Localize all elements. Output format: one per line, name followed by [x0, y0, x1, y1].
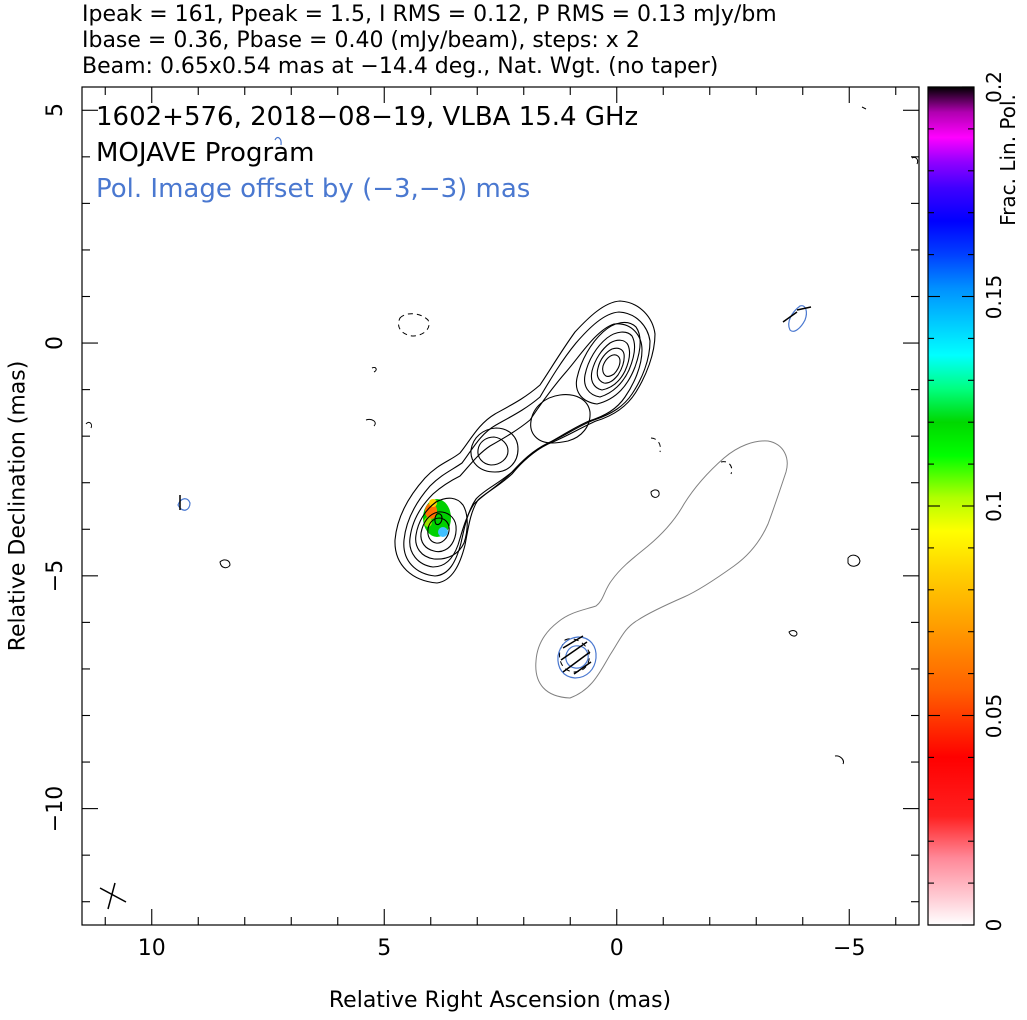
- header-line-beam: Beam: 0.65x0.54 mas at −14.4 deg., Nat. …: [82, 54, 719, 79]
- axis-ticks: [82, 87, 919, 925]
- blob-10: [861, 106, 867, 110]
- contour-knot-c: [530, 394, 591, 444]
- y-tick-label: −5: [43, 559, 68, 593]
- evpa-vector: [562, 651, 591, 673]
- blob-6: [834, 755, 844, 765]
- y-tick-label: −10: [43, 785, 68, 832]
- evpa-vector: [562, 635, 584, 649]
- header-line-peaks: Ipeak = 161, Ppeak = 1.5, I RMS = 0.12, …: [82, 2, 777, 27]
- blob-1: [371, 367, 377, 373]
- neg-contour-1: [398, 313, 430, 337]
- contour-core-1: [575, 321, 641, 405]
- beam-major-axis: [99, 887, 127, 903]
- colorbar-tick-label: 0.05: [982, 693, 1006, 738]
- contour-core-5: [602, 354, 621, 377]
- contour-level-7: [434, 513, 443, 526]
- noise-blobs: [85, 106, 919, 765]
- beam-minor-axis: [107, 882, 116, 910]
- evpa-vectors: [179, 306, 812, 675]
- colorbar-tick-label: 0.15: [982, 274, 1006, 319]
- contour-level-4: [415, 497, 468, 560]
- contour-core-4: [596, 347, 625, 384]
- pol-contour-4: [177, 498, 191, 511]
- y-tick-label: 5: [43, 103, 68, 118]
- blob-8: [85, 421, 92, 429]
- x-tick-label: −5: [833, 936, 866, 961]
- neg-contour-3: [720, 461, 733, 475]
- evpa-vector: [782, 311, 798, 323]
- frac-pol-region-yellow: [429, 499, 437, 507]
- colorbar-tick-label: 0.1: [982, 490, 1006, 522]
- header-line-base: Ibase = 0.36, Pbase = 0.40 (mJy/beam), s…: [82, 28, 640, 53]
- evpa-vector: [796, 306, 812, 311]
- contour-level-6: [427, 517, 450, 544]
- contour-knot-b: [477, 436, 509, 466]
- source-label: 1602+576, 2018−08−19, VLBA 15.4 GHz: [96, 102, 639, 132]
- y-axis-title: Relative Declination (mas): [5, 360, 31, 652]
- blob-5: [788, 630, 798, 637]
- blob-3: [650, 489, 660, 498]
- x-tick-label: 10: [137, 936, 166, 961]
- pol-offset-label: Pol. Image offset by (−3,−3) mas: [96, 174, 531, 204]
- program-label: MOJAVE Program: [96, 138, 315, 168]
- frac-pol-region-orange: [425, 503, 437, 519]
- y-tick-label: 0: [43, 336, 68, 351]
- neg-contour-2: [650, 437, 661, 453]
- pol-contour-5: [274, 136, 282, 146]
- pol-outer-contour: [535, 440, 788, 699]
- contour-core-3: [590, 339, 630, 391]
- contour-level-5: [420, 511, 457, 553]
- contour-level-2: [403, 311, 651, 577]
- pol-total-contour: [535, 440, 788, 699]
- blob-7: [219, 559, 231, 569]
- pol-contour-1: [557, 636, 597, 679]
- evpa-vector: [573, 661, 592, 675]
- blob-2: [365, 419, 376, 427]
- x-tick-label: 0: [609, 936, 624, 961]
- beam-marker: [99, 882, 127, 910]
- evpa-vector: [560, 641, 588, 661]
- x-tick-label: 5: [377, 936, 392, 961]
- blob-4: [847, 554, 861, 567]
- contour-knot-a: [470, 427, 519, 473]
- pol-contour-2: [565, 645, 589, 669]
- plot-frame: [81, 86, 920, 926]
- neg-contour-4: [559, 638, 590, 673]
- intensity-contours: [394, 300, 656, 584]
- contour-level-3: [409, 323, 643, 568]
- contour-core-2: [584, 331, 636, 398]
- colorbar-title: Frac. Lin. Pol.: [996, 94, 1020, 226]
- negative-contours: [398, 313, 733, 673]
- x-axis-title: Relative Right Ascension (mas): [328, 988, 672, 1013]
- frac-pol-region-cyan: [438, 527, 448, 537]
- colorbar-ticks: [928, 86, 974, 926]
- blob-9: [911, 157, 919, 165]
- colorbar-tick-label: 0: [982, 918, 1006, 932]
